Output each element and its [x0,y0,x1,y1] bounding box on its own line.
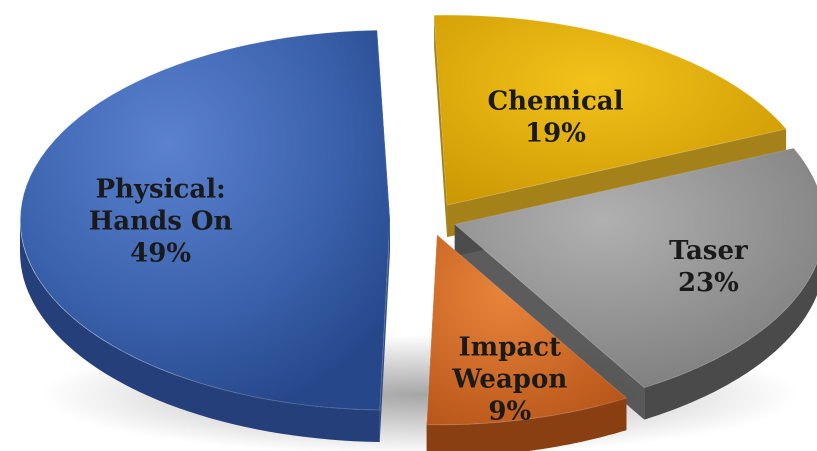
slice-name-label: Chemical [487,87,623,117]
slice-label-taser: Taser 23% [669,236,748,298]
slice-name-label: Impact [459,332,562,362]
slice-wall-taser [454,224,645,420]
slice-labels: Physical: Hands On 49% Impact Weapon 9% Taser 2… [89,87,748,427]
slice-value-label: 9% [488,396,531,426]
slice-name-label: Physical: [95,175,225,205]
slice-label-chemical: Chemical 19% [487,87,623,149]
slice-side-impact-weapon [426,398,627,451]
slice-name-label: Weapon [451,364,567,394]
slice-value-label: 23% [678,268,739,298]
slice-chemical [433,14,788,206]
slice-physical-hands-on [19,29,391,411]
slice-side-physical-hands-on [20,220,380,442]
slice-impact-weapon [426,233,628,426]
slice-side-taser [644,263,817,420]
slice-label-impact-weapon: Impact Weapon 9% [451,332,567,426]
slice-value-label: 19% [525,119,586,149]
slice-wall-chemical [434,15,448,238]
slice-tops [19,14,817,426]
slice-value-label: 49% [130,239,191,269]
slice-name-label: Taser [669,236,748,266]
slice-taser [453,147,817,389]
slice-wall-physical-hands-on [379,220,391,442]
slice-label-physical-hands-on: Physical: Hands On 49% [89,175,233,269]
slice-name-label: Hands On [89,207,233,237]
